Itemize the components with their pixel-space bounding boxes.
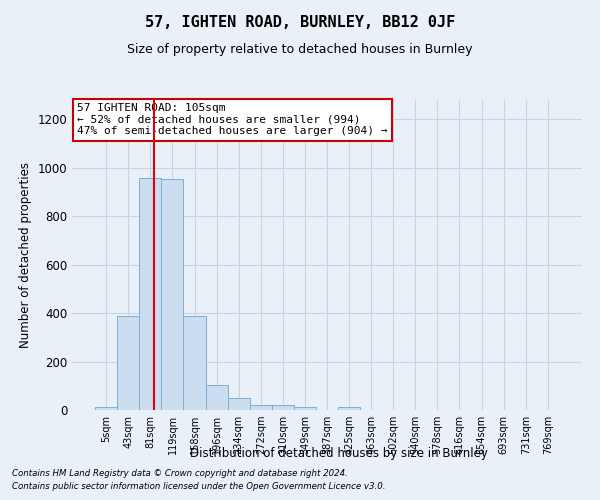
Bar [250,404,272,410]
Text: Contains public sector information licensed under the Open Government Licence v3: Contains public sector information licen… [12,482,386,491]
Bar [206,384,227,410]
Text: 57, IGHTEN ROAD, BURNLEY, BB12 0JF: 57, IGHTEN ROAD, BURNLEY, BB12 0JF [145,15,455,30]
Text: 57 IGHTEN ROAD: 105sqm
← 52% of detached houses are smaller (994)
47% of semi-de: 57 IGHTEN ROAD: 105sqm ← 52% of detached… [77,103,388,136]
Y-axis label: Number of detached properties: Number of detached properties [19,162,32,348]
Bar [227,398,250,410]
Bar [272,405,294,410]
Bar [338,407,360,410]
Bar [161,178,184,410]
Text: Distribution of detached houses by size in Burnley: Distribution of detached houses by size … [190,448,488,460]
Bar [294,407,316,410]
Bar [139,178,161,410]
Text: Size of property relative to detached houses in Burnley: Size of property relative to detached ho… [127,42,473,56]
Bar [95,407,117,410]
Bar [117,316,139,410]
Text: Contains HM Land Registry data © Crown copyright and database right 2024.: Contains HM Land Registry data © Crown c… [12,469,348,478]
Bar [184,316,206,410]
